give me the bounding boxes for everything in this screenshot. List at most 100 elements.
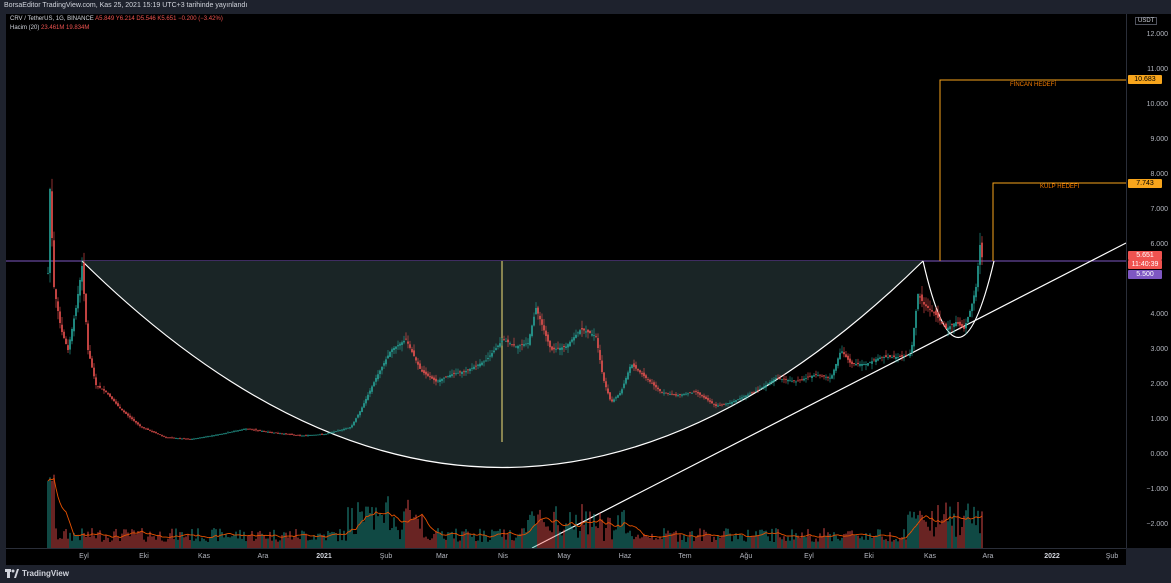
candle-body: [165, 436, 167, 438]
candle-body: [717, 405, 719, 407]
volume-bar: [975, 525, 977, 548]
candle-body: [245, 428, 247, 430]
volume-bar: [139, 531, 141, 548]
candle-body: [315, 434, 317, 436]
candle-body: [243, 429, 245, 430]
volume-bar: [475, 541, 477, 548]
volume-bar: [519, 533, 521, 548]
volume-bar: [107, 537, 109, 548]
candle-body: [609, 392, 611, 400]
candle-body: [75, 308, 77, 317]
candle-body: [911, 345, 913, 354]
volume-bar: [725, 528, 727, 548]
candle-body: [233, 431, 235, 433]
candle-body: [483, 361, 485, 363]
candle-body: [365, 399, 367, 404]
volume-bar: [301, 530, 303, 548]
candle-body: [337, 430, 339, 432]
volume-bar: [179, 532, 181, 548]
candle-body: [289, 434, 291, 436]
candle-body: [903, 355, 905, 357]
candle-body: [353, 421, 355, 426]
volume-bar: [561, 535, 563, 548]
cup-target-line: [939, 79, 1126, 261]
volume-bar: [351, 508, 353, 548]
volume-bar: [233, 534, 235, 548]
candle-body: [621, 389, 623, 394]
volume-bar: [201, 537, 203, 548]
candle-body: [893, 355, 895, 357]
candle-body: [473, 366, 475, 370]
candle-body: [901, 355, 903, 357]
candle-body: [683, 394, 685, 395]
volume-bar: [639, 538, 641, 548]
candle-body: [459, 371, 461, 373]
time-tick: Mar: [435, 553, 449, 560]
candle-body: [745, 395, 747, 398]
currency-label[interactable]: USDT: [1135, 17, 1158, 25]
candle-body: [597, 338, 599, 348]
candle-body: [577, 332, 579, 334]
volume-bar: [361, 511, 363, 548]
candle-body: [959, 321, 961, 326]
chart-pane[interactable]: CRV / TetherUS, 1G, BINANCE A5.849 Y6.21…: [6, 14, 1126, 548]
volume-bar: [693, 541, 695, 548]
candle-body: [955, 322, 957, 326]
candle-body: [587, 329, 589, 333]
candle-body: [873, 359, 875, 361]
volume-bar: [415, 514, 417, 548]
candle-body: [837, 358, 839, 366]
volume-bar: [731, 541, 733, 548]
candle-body: [553, 347, 555, 350]
candle-body: [787, 380, 789, 382]
volume-bar: [355, 533, 357, 548]
candle-body: [951, 323, 953, 325]
candle-body: [665, 392, 667, 394]
candle-body: [735, 400, 737, 402]
volume-bar: [255, 538, 257, 548]
volume-bar: [395, 526, 397, 548]
cup-target-price-badge: 10.683: [1128, 75, 1162, 84]
volume-bar: [837, 538, 839, 548]
volume-bar: [895, 538, 897, 548]
volume-bar: [547, 526, 549, 548]
candle-body: [861, 364, 863, 366]
volume-bar: [737, 539, 739, 548]
volume-bar: [293, 537, 295, 548]
candle-body: [721, 404, 723, 406]
volume-bar: [283, 532, 285, 548]
last-price-badge: 5.651: [1128, 251, 1162, 260]
volume-bar: [371, 507, 373, 548]
candle-body: [673, 394, 675, 396]
candle-body: [237, 430, 239, 432]
volume-bar: [595, 526, 597, 548]
time-tick: Eyl: [79, 553, 89, 560]
candle-body: [935, 310, 937, 315]
candle-body: [271, 431, 273, 433]
volume-bar: [373, 529, 375, 548]
tradingview-logo[interactable]: TradingView: [5, 569, 69, 578]
time-axis[interactable]: Eyl Eki Kas Ara 2021 Şub Mar Nis May Haz…: [6, 548, 1126, 565]
candle-body: [307, 435, 309, 437]
candle-body: [293, 434, 295, 436]
volume-bar: [457, 541, 459, 548]
volume-bar: [267, 538, 269, 548]
candle-body: [891, 357, 893, 358]
volume-bar: [973, 506, 975, 548]
volume-bar: [387, 496, 389, 548]
candle-body: [923, 301, 925, 305]
candle-body: [71, 329, 73, 342]
price-axis[interactable]: USDT 12.000 11.000 10.000 9.000 8.000 7.…: [1126, 14, 1171, 548]
candle-body: [657, 387, 659, 390]
volume-bar: [297, 537, 299, 548]
candle-body: [485, 360, 487, 362]
time-tick: Şub: [379, 553, 393, 560]
volume-bar: [829, 533, 831, 548]
price-chart[interactable]: [6, 14, 1126, 548]
candle-body: [905, 355, 907, 356]
volume-bar: [167, 538, 169, 548]
candle-body: [617, 395, 619, 398]
candle-body: [831, 375, 833, 379]
candle-body: [677, 395, 679, 396]
candle-body: [571, 339, 573, 342]
